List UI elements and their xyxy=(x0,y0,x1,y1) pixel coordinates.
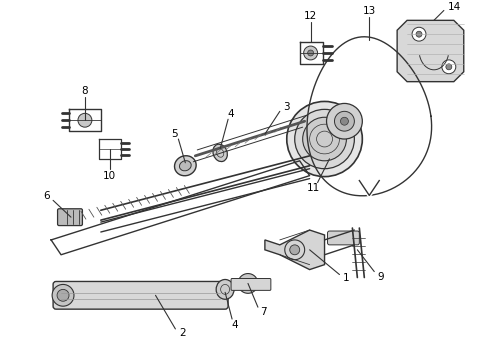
FancyBboxPatch shape xyxy=(231,279,271,291)
Polygon shape xyxy=(397,21,464,82)
Circle shape xyxy=(52,284,74,306)
Circle shape xyxy=(294,109,354,169)
Text: 4: 4 xyxy=(228,109,234,119)
Circle shape xyxy=(335,111,354,131)
Circle shape xyxy=(57,289,69,301)
Circle shape xyxy=(243,279,253,288)
Text: 4: 4 xyxy=(232,320,238,330)
Text: 3: 3 xyxy=(283,102,290,112)
Circle shape xyxy=(416,31,422,37)
FancyBboxPatch shape xyxy=(327,231,359,245)
Ellipse shape xyxy=(174,156,196,176)
Circle shape xyxy=(412,27,426,41)
Polygon shape xyxy=(265,230,324,270)
Text: 5: 5 xyxy=(171,129,178,139)
Circle shape xyxy=(442,60,456,74)
FancyBboxPatch shape xyxy=(53,282,228,309)
Circle shape xyxy=(304,46,318,60)
Text: 9: 9 xyxy=(377,271,384,282)
Circle shape xyxy=(78,113,92,127)
FancyBboxPatch shape xyxy=(57,209,82,226)
Text: 12: 12 xyxy=(304,12,317,21)
Ellipse shape xyxy=(179,161,191,171)
Ellipse shape xyxy=(216,279,234,299)
Circle shape xyxy=(308,50,314,56)
Text: 14: 14 xyxy=(448,3,462,13)
Circle shape xyxy=(446,64,452,70)
Circle shape xyxy=(341,117,348,125)
Text: 10: 10 xyxy=(103,171,116,181)
Circle shape xyxy=(287,102,362,177)
Circle shape xyxy=(290,245,300,255)
Text: 1: 1 xyxy=(343,273,350,283)
Ellipse shape xyxy=(213,144,227,162)
Text: 2: 2 xyxy=(179,328,186,338)
Circle shape xyxy=(238,274,258,293)
Circle shape xyxy=(326,103,362,139)
Text: 6: 6 xyxy=(43,192,49,201)
Text: 7: 7 xyxy=(261,307,267,317)
Text: 13: 13 xyxy=(363,6,376,17)
Circle shape xyxy=(303,117,346,161)
Text: 11: 11 xyxy=(307,184,320,193)
Text: 8: 8 xyxy=(82,86,88,95)
